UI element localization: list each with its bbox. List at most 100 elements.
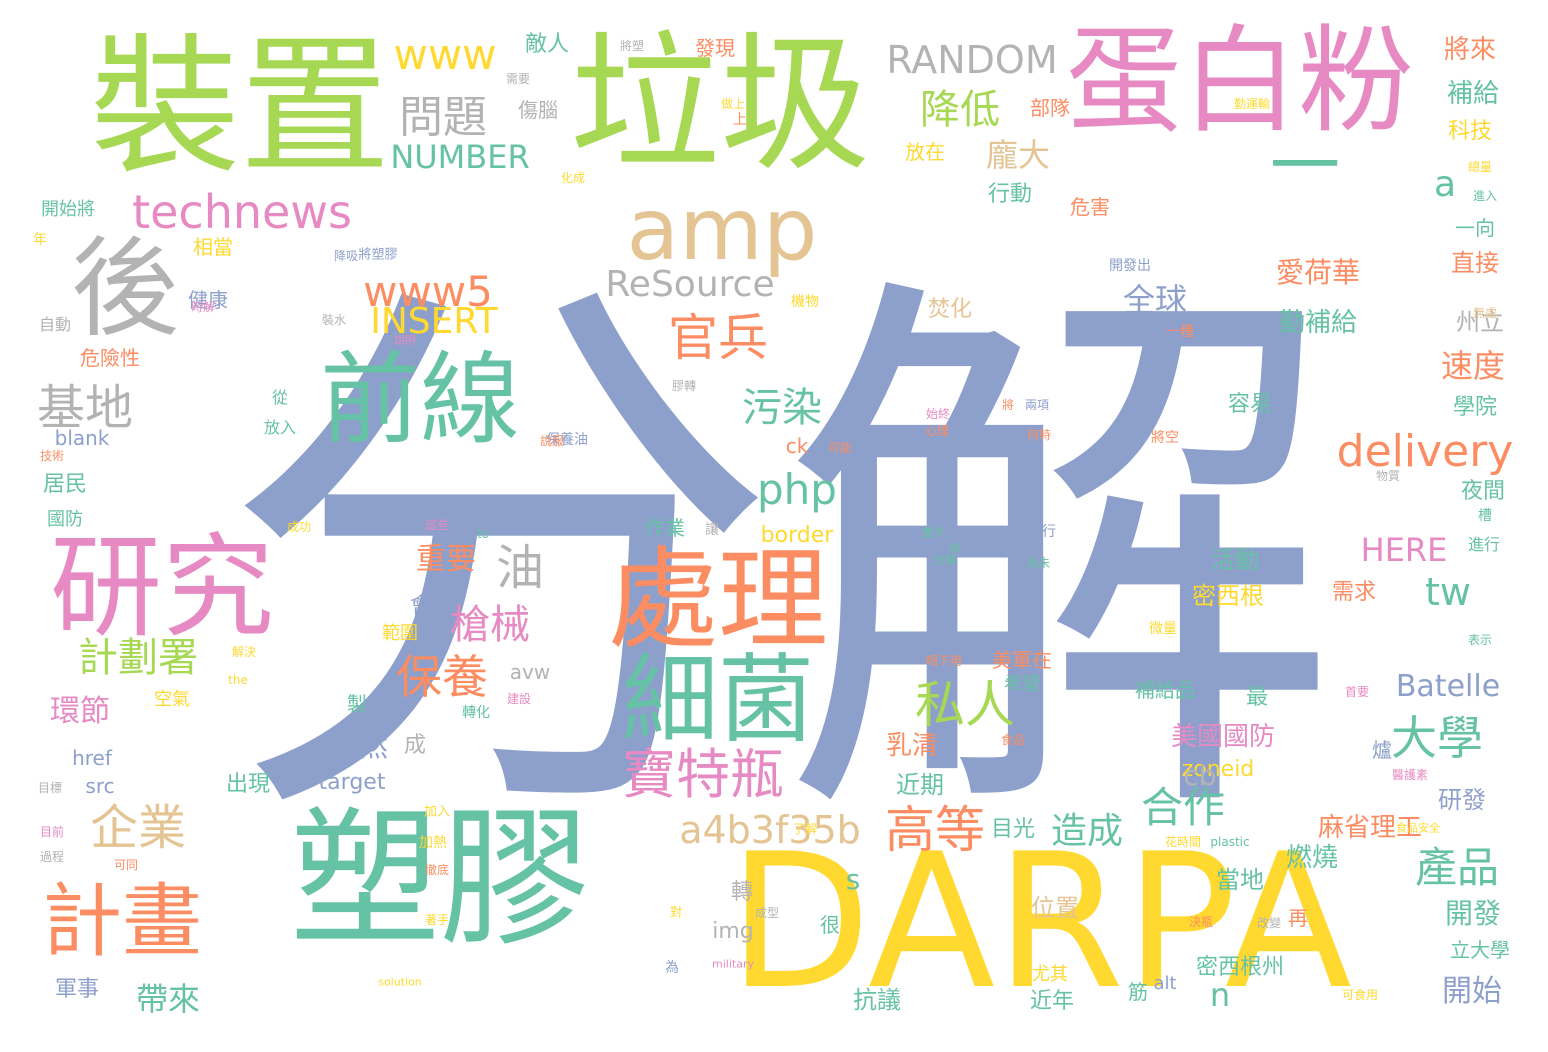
- cloud-word: 大學: [1391, 711, 1483, 765]
- cloud-word: 筋: [1128, 980, 1148, 1004]
- cloud-word: 將: [1001, 398, 1015, 412]
- cloud-word: 徹底: [424, 863, 450, 877]
- cloud-word: src: [85, 774, 115, 798]
- cloud-word: 目光: [990, 817, 1036, 842]
- cloud-word: 解決: [231, 645, 257, 659]
- cloud-word: 何時: [1026, 428, 1052, 442]
- cloud-word: 蛋白粉: [1066, 14, 1414, 149]
- cloud-word: 計畫: [42, 875, 202, 968]
- cloud-word: 垃圾: [569, 18, 871, 192]
- cloud-word: 一: [1270, 125, 1340, 207]
- cloud-word: 目前: [39, 825, 65, 839]
- cloud-word: blank: [54, 426, 110, 450]
- cloud-word: 處理: [608, 536, 828, 664]
- cloud-word: www5: [363, 267, 493, 316]
- cloud-word: 將空: [1151, 430, 1179, 446]
- cloud-word: 居民: [42, 472, 88, 497]
- cloud-word: 說服: [539, 434, 565, 448]
- cloud-word: 需求: [1331, 580, 1377, 605]
- cloud-word: 近年: [1029, 989, 1075, 1014]
- cloud-word: 開發: [1444, 897, 1502, 930]
- cloud-word: 補給品: [1135, 678, 1195, 702]
- cloud-word: 降吸: [333, 249, 359, 263]
- cloud-word: 造成: [1050, 811, 1124, 852]
- cloud-word: 建設: [506, 692, 532, 706]
- cloud-word: 企業: [89, 800, 187, 856]
- cloud-word: technews: [132, 185, 352, 239]
- cloud-word: 燃燒: [1285, 843, 1339, 873]
- cloud-word: 做上: [720, 97, 746, 111]
- cloud-word: 官兵: [668, 309, 768, 367]
- cloud-word: 一種: [1166, 324, 1194, 340]
- cloud-word: 分解: [932, 553, 958, 567]
- cloud-word: 食品安全: [1396, 821, 1440, 835]
- cloud-word: 目標: [37, 781, 63, 795]
- cloud-word: 一向: [1455, 216, 1495, 240]
- cloud-word: 從: [271, 388, 289, 407]
- cloud-word: 當地: [1216, 866, 1264, 894]
- cloud-word: 乳清: [885, 731, 939, 761]
- cloud-word: 物質: [1375, 469, 1401, 483]
- cloud-word: 雖然: [331, 730, 389, 763]
- cloud-word: 開始將: [41, 199, 95, 220]
- cloud-word: 著手: [424, 913, 450, 927]
- cloud-word: 將塑膠: [358, 247, 398, 263]
- cloud-word: 花時間: [1164, 835, 1202, 849]
- cloud-word: 計劃署: [78, 635, 198, 681]
- cloud-word: 醫護素: [1391, 768, 1429, 782]
- cloud-word: 健康: [188, 288, 228, 312]
- cloud-word: 危險性: [80, 346, 140, 370]
- cloud-word: 最: [1245, 685, 1269, 710]
- cloud-word: amp: [626, 180, 818, 280]
- cloud-word: 開發出: [1109, 258, 1151, 274]
- cloud-word: 分解: [220, 234, 1340, 886]
- cloud-word: 敵人: [524, 32, 570, 57]
- cloud-word: 後: [70, 227, 180, 352]
- cloud-word: zoneid: [1181, 757, 1255, 782]
- cloud-word: 部隊: [1030, 96, 1070, 120]
- cloud-word: ck: [785, 434, 809, 458]
- cloud-word: 轉: [730, 880, 754, 905]
- cloud-word: 首要: [1344, 685, 1370, 699]
- cloud-word: 自動: [38, 315, 72, 334]
- cloud-word: 行動: [987, 182, 1033, 207]
- cloud-word: 這些: [424, 518, 450, 532]
- cloud-word: 保養油: [546, 432, 588, 448]
- cloud-word: 上: [733, 112, 747, 128]
- cloud-word: a4b3f35b: [679, 808, 861, 852]
- cloud-word: tw: [1425, 570, 1471, 614]
- cloud-word: 說明: [394, 333, 416, 347]
- cloud-word: 開始: [1442, 974, 1502, 1009]
- cloud-word: 可行: [1028, 524, 1056, 540]
- cloud-word: 降低: [920, 87, 1000, 133]
- cloud-word: 環節: [50, 694, 110, 729]
- cloud-word: 立大學: [1450, 938, 1510, 962]
- cloud-word: 喝下用: [925, 654, 963, 668]
- cloud-word: 過程: [39, 850, 65, 864]
- cloud-word: 相當: [193, 235, 233, 259]
- cloud-word: the: [228, 673, 248, 687]
- cloud-word: 機物: [791, 294, 819, 310]
- cloud-word: 放入: [263, 418, 297, 437]
- cloud-word: 問題: [399, 92, 487, 143]
- cloud-word: 細菌: [622, 644, 814, 756]
- cloud-word: 轉化: [462, 705, 490, 721]
- cloud-word: 兩項: [1024, 398, 1050, 412]
- cloud-word: 對: [669, 905, 683, 919]
- cloud-word: 裝水: [321, 313, 347, 327]
- cloud-word: 成型: [754, 906, 780, 920]
- cloud-word: 前線: [320, 341, 520, 458]
- cloud-word: 位置: [1031, 894, 1079, 922]
- cloud-word: 焚化: [927, 297, 973, 322]
- cloud-word: 麻省理工: [1317, 813, 1423, 843]
- cloud-word: 時解: [190, 300, 216, 314]
- cloud-word: 科技: [1447, 119, 1493, 144]
- cloud-word: 私人: [915, 676, 1015, 734]
- cloud-word: HERE: [1360, 531, 1448, 569]
- cloud-word: 裝置: [89, 21, 391, 195]
- cloud-word: 無處: [1472, 306, 1498, 320]
- cloud-word: 讓: [705, 522, 719, 538]
- cloud-word: 食品: [1000, 733, 1026, 747]
- cloud-word: 加熱: [419, 835, 447, 851]
